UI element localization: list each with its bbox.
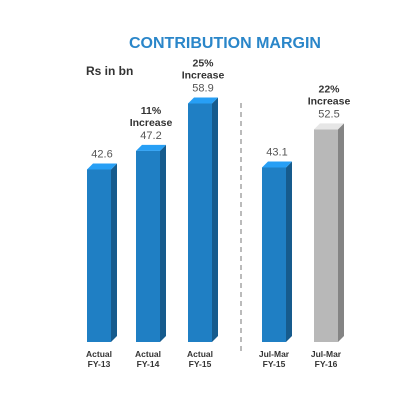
- labels-group: 42.6ActualFY-1347.211%IncreaseActualFY-1…: [86, 57, 350, 369]
- bar-top: [262, 161, 292, 168]
- bar-side: [338, 123, 344, 342]
- increase-label: Increase: [182, 69, 225, 81]
- category-label-line2: FY-15: [189, 359, 212, 369]
- value-label: 42.6: [91, 148, 112, 160]
- increase-percent: 25%: [192, 57, 214, 69]
- bar-2: [136, 144, 166, 342]
- bar-top: [87, 163, 117, 170]
- category-label-line1: Jul-Mar: [311, 349, 342, 359]
- value-label: 52.5: [318, 108, 339, 120]
- bar-5: [314, 123, 344, 342]
- bars-group: [87, 97, 344, 342]
- bar-top: [188, 97, 218, 104]
- category-label-line1: Jul-Mar: [259, 349, 290, 359]
- bar-side: [111, 163, 117, 342]
- bar-3: [188, 97, 218, 342]
- bar-1: [87, 163, 117, 342]
- bar-top: [136, 144, 166, 151]
- category-label-line1: Actual: [86, 349, 112, 359]
- category-label-line2: FY-16: [315, 359, 338, 369]
- category-label-line2: FY-15: [263, 359, 286, 369]
- increase-label: Increase: [130, 117, 173, 129]
- bar-front: [87, 169, 111, 342]
- chart-title: CONTRIBUTION MARGIN: [129, 35, 321, 52]
- bar-front: [188, 103, 212, 342]
- increase-label: Increase: [308, 95, 351, 107]
- category-label-line1: Actual: [135, 349, 161, 359]
- bar-front: [136, 150, 160, 342]
- bar-side: [286, 161, 292, 342]
- bar-front: [262, 167, 286, 342]
- category-label-line2: FY-13: [88, 359, 111, 369]
- bar-top: [314, 123, 344, 130]
- category-label-line2: FY-14: [137, 359, 160, 369]
- unit-label: Rs in bn: [86, 64, 133, 78]
- category-label-line1: Actual: [187, 349, 213, 359]
- bar-front: [314, 129, 338, 342]
- value-label: 43.1: [266, 146, 287, 158]
- value-label: 58.9: [192, 82, 213, 94]
- value-label: 47.2: [140, 130, 161, 142]
- bar-4: [262, 161, 292, 342]
- increase-percent: 11%: [141, 105, 162, 117]
- increase-percent: 22%: [318, 83, 340, 95]
- bar-side: [160, 144, 166, 342]
- bar-side: [212, 97, 218, 342]
